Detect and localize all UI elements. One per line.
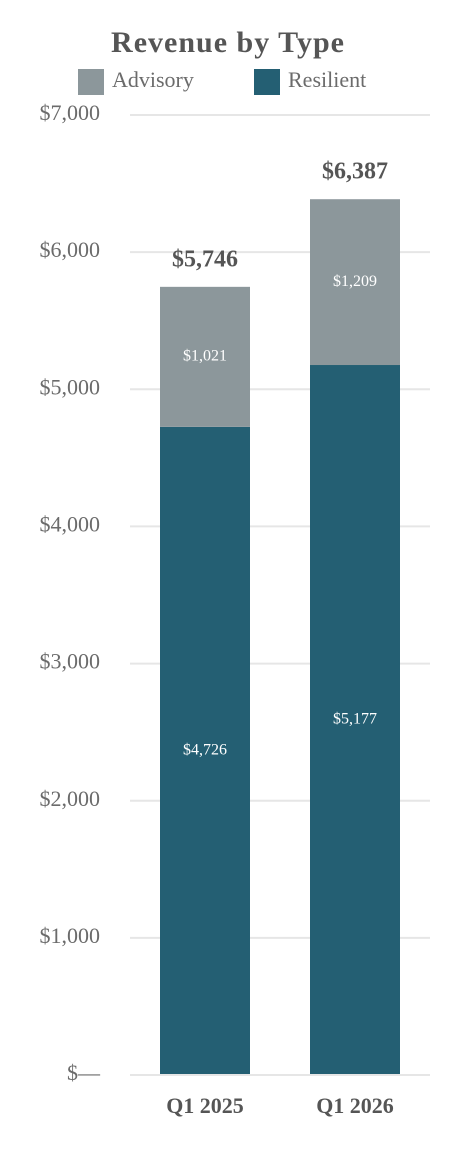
y-tick-label: $4,000 xyxy=(40,511,101,536)
x-tick-label: Q1 2026 xyxy=(316,1093,394,1118)
bar-segment xyxy=(310,365,400,1075)
bar-segment xyxy=(310,199,400,366)
legend-swatch xyxy=(254,69,280,95)
legend-swatch xyxy=(78,69,104,95)
y-tick-label: $2,000 xyxy=(40,786,101,811)
x-tick-label: Q1 2025 xyxy=(166,1093,244,1118)
y-tick-label: $1,000 xyxy=(40,923,101,948)
y-tick-label: $7,000 xyxy=(40,100,101,125)
bar-segment xyxy=(160,286,250,427)
y-tick-label: $6,000 xyxy=(40,237,101,262)
value-label: $1,209 xyxy=(333,273,377,290)
value-label: $1,021 xyxy=(183,348,227,365)
bar-segment xyxy=(160,426,250,1075)
total-label: $5,746 xyxy=(172,246,238,272)
y-tick-label: $5,000 xyxy=(40,374,101,399)
y-tick-label: $3,000 xyxy=(40,649,101,674)
value-label: $5,177 xyxy=(333,711,377,728)
legend-label: Resilient xyxy=(288,67,366,92)
value-label: $4,726 xyxy=(183,742,227,759)
y-tick-label: $— xyxy=(67,1060,101,1085)
total-label: $6,387 xyxy=(322,159,388,185)
legend-label: Advisory xyxy=(112,67,194,92)
chart-title: Revenue by Type xyxy=(111,26,345,59)
